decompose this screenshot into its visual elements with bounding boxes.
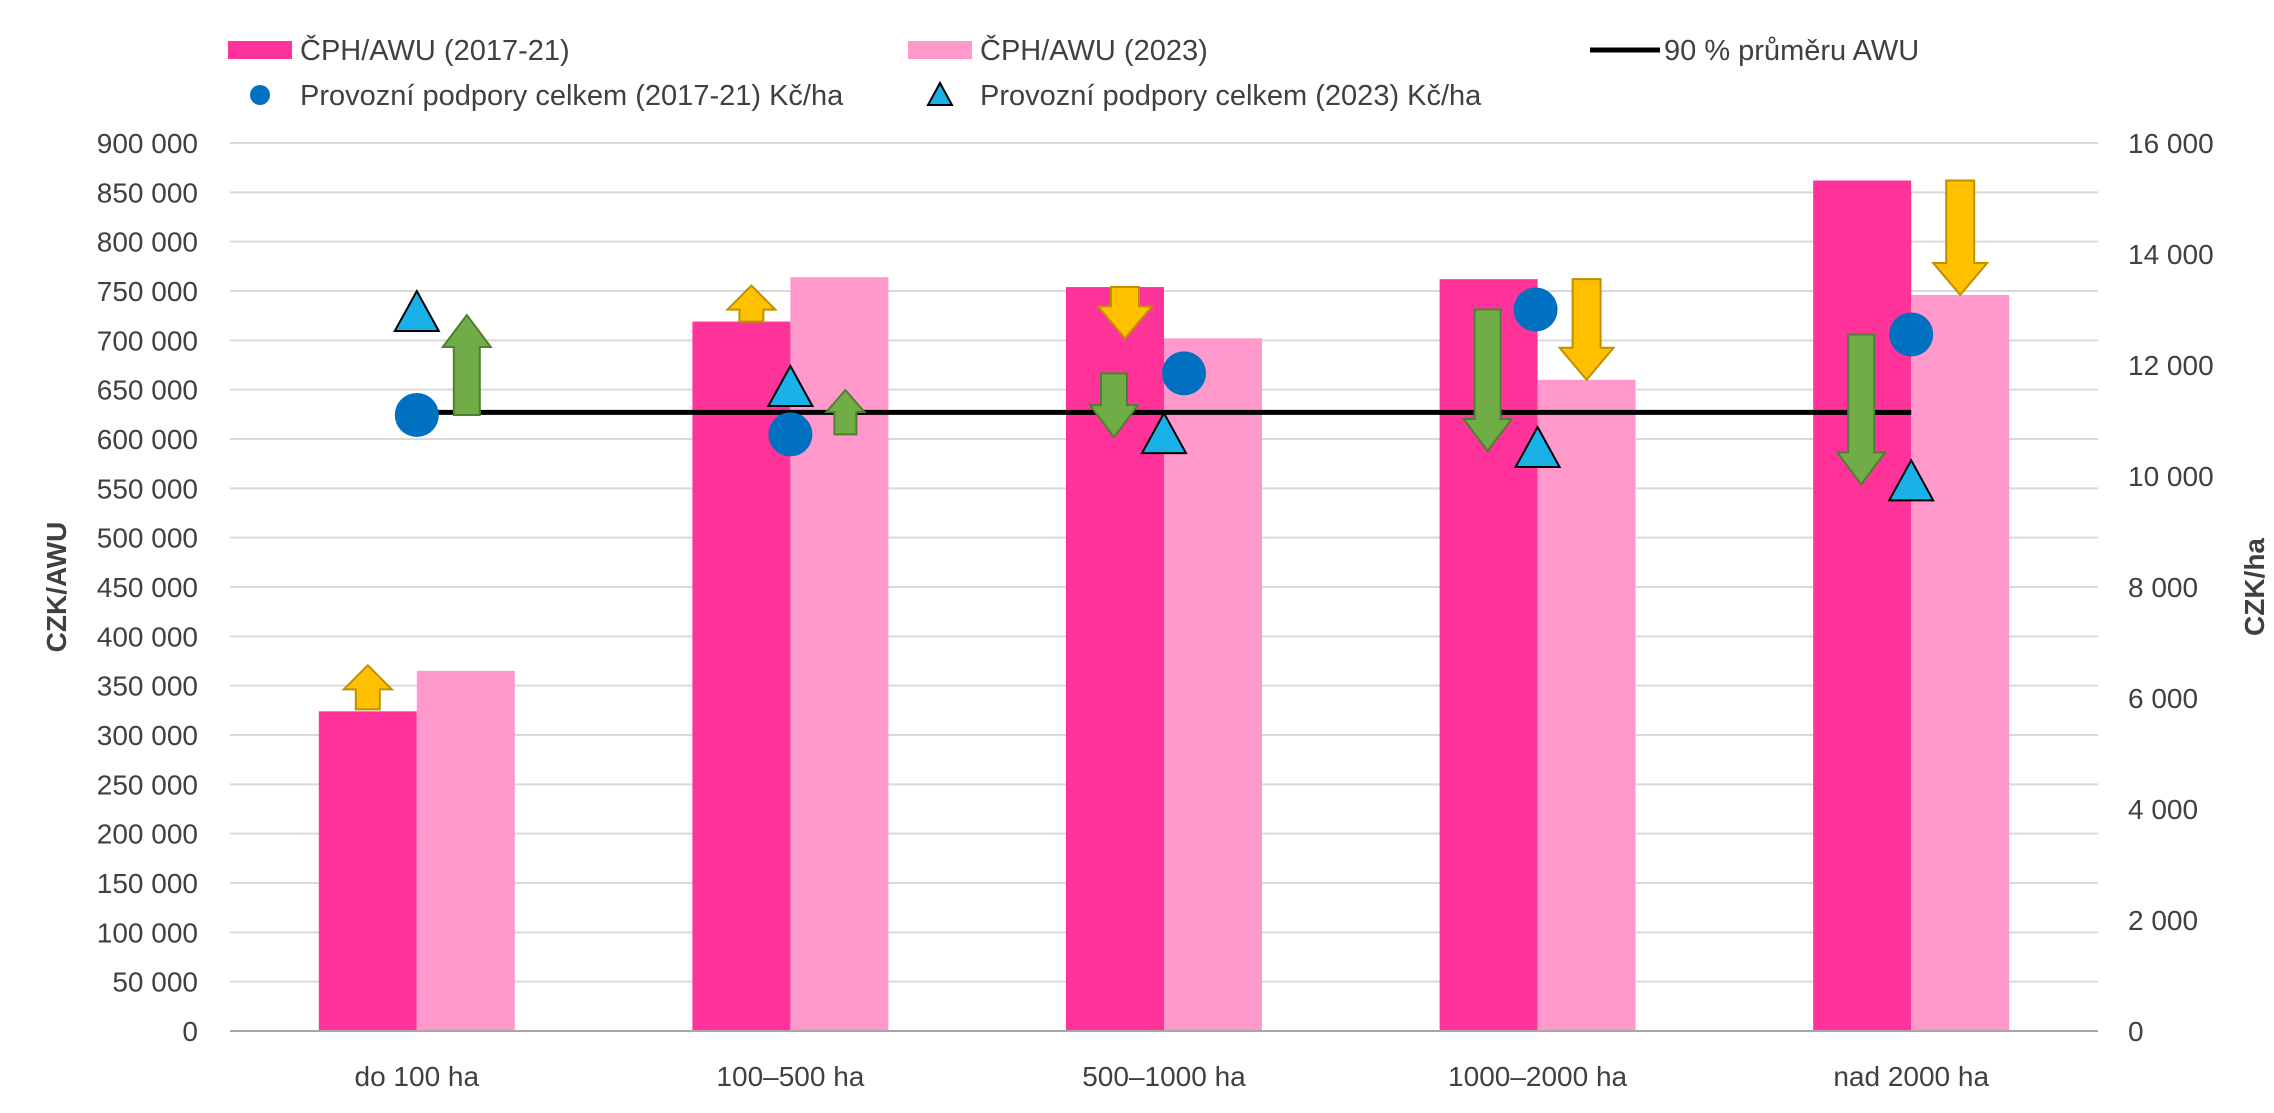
bar bbox=[1813, 180, 1912, 1031]
y-tick-label-left: 300 000 bbox=[97, 720, 198, 751]
y-tick-label-left: 600 000 bbox=[97, 424, 198, 455]
x-tick-label: 500–1000 ha bbox=[1082, 1061, 1246, 1092]
bars bbox=[318, 180, 2010, 1032]
bar bbox=[416, 670, 515, 1031]
subsidy-change-arrow bbox=[440, 313, 493, 416]
bar bbox=[318, 711, 417, 1031]
y-axis-title-left: CZK/AWU bbox=[41, 522, 72, 653]
subsidy-markers bbox=[393, 287, 1935, 502]
gva-change-arrow bbox=[341, 663, 395, 711]
gva-change-arrow bbox=[1557, 278, 1616, 382]
y-tick-label-right: 4 000 bbox=[2128, 794, 2198, 825]
gva-change-arrow bbox=[1095, 286, 1155, 340]
x-tick-label: 100–500 ha bbox=[716, 1061, 864, 1092]
y-tick-label-left: 350 000 bbox=[97, 671, 198, 702]
y-tick-label-right: 16 000 bbox=[2128, 128, 2214, 159]
point-2023 bbox=[1140, 411, 1188, 455]
point-2017-21 bbox=[1513, 287, 1558, 332]
legend-label: ČPH/AWU (2017-21) bbox=[300, 33, 570, 67]
y-tick-label-left: 100 000 bbox=[97, 917, 198, 948]
point-2023 bbox=[766, 363, 815, 407]
y-tick-label-left: 150 000 bbox=[97, 868, 198, 899]
axes: 0 50 000 100 000 150 000 200 000 250 000 300 0… bbox=[41, 128, 2270, 1092]
y-tick-label-left: 0 bbox=[182, 1016, 198, 1047]
bar bbox=[1537, 379, 1636, 1031]
legend-label: Provozní podpory celkem (2017-21) Kč/ha bbox=[300, 80, 844, 112]
y-tick-label-right: 2 000 bbox=[2128, 905, 2198, 936]
y-tick-label-left: 200 000 bbox=[97, 819, 198, 850]
y-tick-label-right: 6 000 bbox=[2128, 683, 2198, 714]
point-2017-21 bbox=[394, 392, 439, 437]
change-arrows bbox=[341, 179, 1990, 711]
point-2017-21 bbox=[1889, 312, 1934, 357]
legend-label: ČPH/AWU (2023) bbox=[980, 33, 1208, 67]
gva-change-arrow bbox=[724, 284, 778, 323]
legend-label: Provozní podpory celkem (2023) Kč/ha bbox=[980, 80, 1482, 112]
y-tick-label-right: 10 000 bbox=[2128, 461, 2214, 492]
y-tick-label-left: 900 000 bbox=[97, 128, 198, 159]
bar bbox=[790, 277, 889, 1032]
subsidy-change-arrow bbox=[1088, 372, 1140, 439]
point-2023 bbox=[1513, 424, 1562, 469]
bar bbox=[1911, 294, 2010, 1031]
y-tick-label-right: 8 000 bbox=[2128, 572, 2198, 603]
subsidy-change-arrow bbox=[1835, 333, 1888, 486]
point-2023 bbox=[393, 288, 441, 333]
y-axis-title-right: CZK/ha bbox=[2239, 538, 2270, 636]
y-tick-label-left: 250 000 bbox=[97, 769, 198, 800]
legend-swatch bbox=[926, 80, 954, 106]
y-tick-label-left: 550 000 bbox=[97, 473, 198, 504]
legend-swatch bbox=[908, 41, 972, 59]
y-tick-label-left: 400 000 bbox=[97, 621, 198, 652]
legend-label: 90 % průměru AWU bbox=[1664, 35, 1919, 67]
y-tick-label-left: 750 000 bbox=[97, 276, 198, 307]
y-tick-label-left: 800 000 bbox=[97, 227, 198, 258]
point-2023 bbox=[1887, 458, 1935, 502]
x-tick-label: do 100 ha bbox=[355, 1061, 480, 1092]
y-tick-label-left: 700 000 bbox=[97, 325, 198, 356]
point-2017-21 bbox=[1162, 351, 1206, 396]
legend: ČPH/AWU (2017-21) ČPH/AWU (2023) 90 % prům… bbox=[228, 33, 1919, 112]
y-tick-label-left: 850 000 bbox=[97, 177, 198, 208]
y-tick-label-left: 50 000 bbox=[112, 967, 198, 998]
x-tick-label: nad 2000 ha bbox=[1833, 1061, 1989, 1092]
y-tick-label-right: 12 000 bbox=[2128, 350, 2214, 381]
legend-swatch bbox=[250, 85, 270, 105]
legend-swatch bbox=[228, 41, 292, 59]
y-tick-label-left: 500 000 bbox=[97, 523, 198, 554]
point-2017-21 bbox=[768, 412, 813, 457]
x-tick-label: 1000–2000 ha bbox=[1448, 1061, 1628, 1092]
y-tick-label-right: 0 bbox=[2128, 1016, 2144, 1047]
subsidy-change-arrow bbox=[1461, 308, 1514, 453]
gva-change-arrow bbox=[1931, 179, 1990, 297]
y-tick-label-left: 650 000 bbox=[97, 375, 198, 406]
y-tick-label-right: 14 000 bbox=[2128, 239, 2214, 270]
subsidy-change-arrow bbox=[824, 388, 867, 436]
y-tick-label-left: 450 000 bbox=[97, 572, 198, 603]
